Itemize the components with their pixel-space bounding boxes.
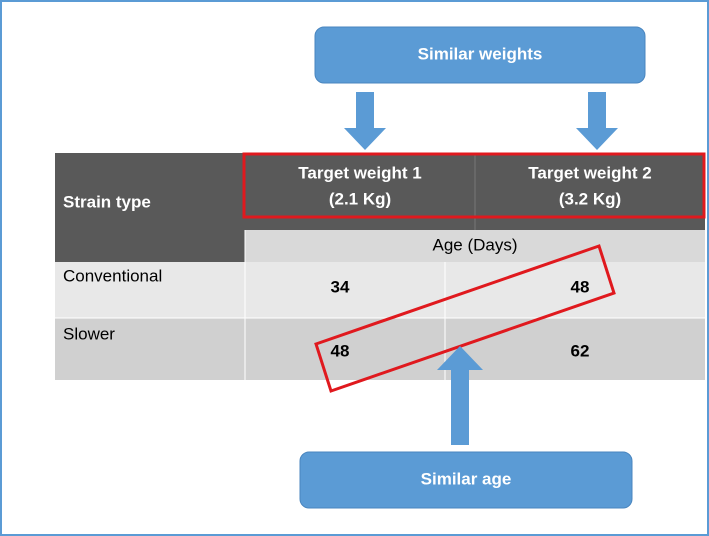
callout-text: Similar weights	[418, 44, 543, 63]
highlight	[242, 152, 706, 219]
callout-text: Similar age	[421, 469, 512, 488]
callout-box	[314, 26, 646, 84]
row	[55, 262, 705, 318]
row-label: Conventional	[63, 266, 162, 285]
arrow-down	[344, 92, 386, 150]
header-text: (2.1 Kg)	[329, 189, 391, 208]
header-cell	[55, 153, 245, 262]
header-text: Target weight 1	[298, 163, 421, 182]
header-text: Target weight 2	[528, 163, 651, 182]
cell-value: 48	[571, 277, 590, 296]
header-text: Strain type	[63, 192, 151, 211]
highlight	[314, 244, 616, 393]
cell-value: 48	[331, 341, 350, 360]
row	[55, 318, 705, 380]
cell-value: 34	[331, 277, 350, 296]
arrow-up	[437, 346, 483, 445]
arrow-down	[576, 92, 618, 150]
cell-value: 62	[571, 341, 590, 360]
callout-box	[299, 451, 633, 509]
header-text: (3.2 Kg)	[559, 189, 621, 208]
subheader-text: Age (Days)	[432, 235, 517, 254]
subheader-cell	[245, 230, 705, 262]
row-label: Slower	[63, 324, 115, 343]
